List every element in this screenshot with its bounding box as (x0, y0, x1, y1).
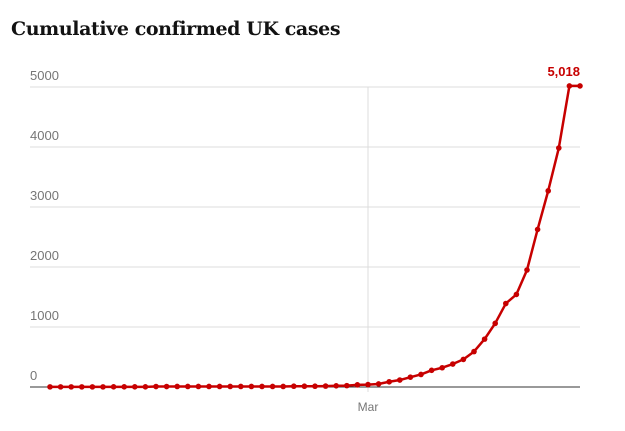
data-point (354, 382, 361, 388)
data-point (68, 384, 74, 390)
data-point (471, 348, 477, 355)
data-point (57, 384, 64, 390)
data-point (344, 382, 350, 389)
data-point (79, 384, 85, 390)
y-axis-ticks: 0 1000 2000 3000 4000 5000 (30, 68, 59, 383)
data-point (163, 383, 170, 390)
data-point (322, 383, 329, 389)
data-point (481, 336, 488, 342)
data-point (301, 383, 308, 390)
data-point (312, 383, 318, 390)
data-point (534, 226, 541, 233)
data-point (365, 381, 371, 388)
data-point (545, 188, 551, 194)
data-point (121, 384, 127, 390)
data-point (89, 384, 96, 390)
data-point (100, 384, 106, 390)
y-tick-label: 1000 (30, 308, 59, 323)
gridlines (30, 86, 580, 392)
x-axis: Mar (30, 386, 580, 414)
data-point (375, 381, 382, 387)
data-point (439, 364, 446, 371)
data-point (206, 383, 212, 390)
data-point (524, 267, 530, 273)
data-point (513, 291, 520, 298)
data-point (259, 383, 265, 390)
data-point (153, 383, 159, 390)
data-point (110, 384, 117, 390)
data-point (291, 383, 297, 390)
data-point (333, 383, 340, 389)
data-point (492, 320, 499, 327)
data-point (577, 83, 583, 89)
data-point (216, 383, 223, 390)
series-line (50, 84, 580, 389)
data-point (450, 361, 456, 367)
data-labels: 5,018 (547, 64, 580, 79)
data-point (386, 378, 393, 385)
end-value-label: 5,018 (547, 64, 580, 79)
y-tick-label: 4000 (30, 128, 59, 143)
data-point (280, 383, 287, 390)
data-point (142, 384, 149, 390)
data-point (556, 145, 562, 151)
y-tick-label: 2000 (30, 248, 59, 263)
data-point (407, 374, 414, 380)
data-point (185, 383, 191, 390)
data-point (566, 83, 573, 89)
data-point (47, 384, 53, 390)
data-point (227, 383, 233, 390)
y-tick-label: 5000 (30, 68, 59, 83)
data-point (195, 383, 202, 390)
data-point (428, 367, 435, 374)
series-cumulative-cases (47, 83, 583, 390)
data-point (132, 384, 138, 390)
chart-title: Cumulative confirmed UK cases (11, 18, 341, 40)
y-tick-label: 3000 (30, 188, 59, 203)
data-point (503, 300, 509, 307)
data-point (174, 383, 180, 390)
data-point (269, 383, 276, 390)
data-point (238, 383, 244, 390)
data-point (397, 377, 403, 383)
data-point (248, 383, 255, 390)
data-point (460, 356, 467, 363)
x-tick-label-mar: Mar (358, 400, 379, 414)
data-point (418, 371, 424, 378)
y-tick-label: 0 (30, 368, 37, 383)
